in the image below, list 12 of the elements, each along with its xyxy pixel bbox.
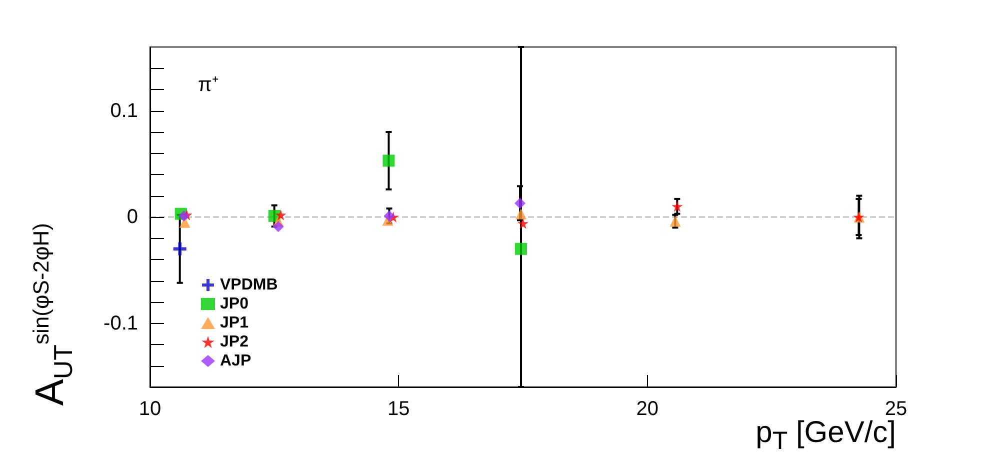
legend-label: AJP [220,352,252,370]
legend-label: JP1 [220,314,249,332]
y-tick-label: 0 [126,206,138,228]
y-tick-label: -0.1 [104,312,138,334]
x-tick-label: 20 [636,398,658,420]
x-tick-label: 10 [138,398,162,420]
legend-label: VPDMB [220,276,278,294]
legend-label: JP2 [220,334,249,350]
annotation: π⁺ [198,74,219,96]
y-tick-label: 0.1 [110,100,138,122]
x-tick-label: 15 [388,398,410,420]
legend-label: JP0 [220,296,249,312]
